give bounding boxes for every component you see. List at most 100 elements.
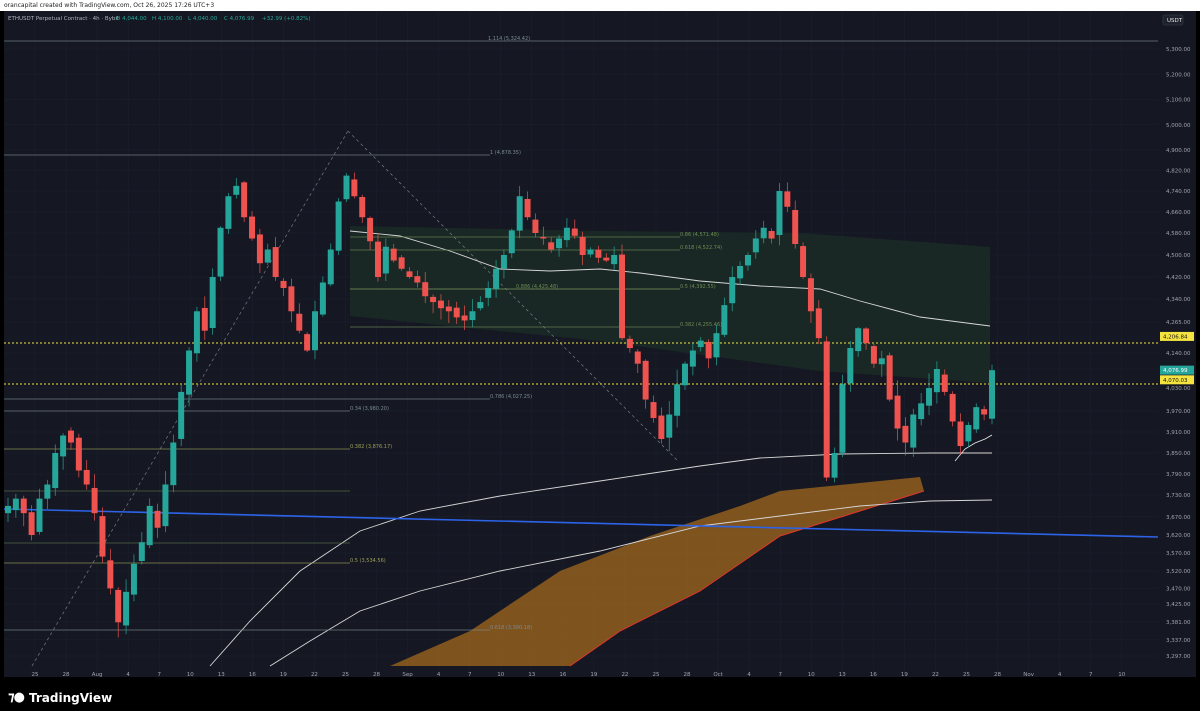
candle-body (619, 254, 626, 339)
candle-body (445, 306, 452, 312)
time-tick-label: 28 (994, 672, 1001, 678)
candle-body (390, 248, 397, 261)
price-tick-label: 3,470.00 (1166, 586, 1191, 592)
candle-body (571, 228, 578, 236)
legend-close: C 4,076.99 (224, 16, 255, 22)
candle-body (855, 328, 862, 352)
candle-body (705, 341, 712, 359)
blue-trendline (3, 508, 1159, 538)
candle-body (130, 563, 137, 595)
price-tick-label: 3,910.00 (1166, 430, 1191, 436)
candle-body (485, 288, 492, 298)
candle-body (910, 414, 917, 448)
candle-body (713, 333, 720, 358)
time-tick-label: 28 (63, 672, 70, 678)
candle-body (823, 341, 830, 478)
candle-body (642, 360, 649, 400)
candle-body (500, 255, 507, 269)
price-tick-label: 4,420.00 (1166, 275, 1191, 281)
candle-body (768, 231, 775, 239)
price-tick-label: 3,337.00 (1166, 638, 1191, 644)
candle-body (729, 277, 736, 304)
price-tick-label: 3,570.00 (1166, 551, 1191, 557)
price-tick-label: 3,520.00 (1166, 569, 1191, 575)
price-axis-labels: 5,300.00 5,200.00 5,100.00 5,000.00 4,900.00… (1166, 47, 1191, 660)
candle-body (146, 505, 153, 546)
candle-body (461, 315, 468, 321)
price-tick-label: 4,660.00 (1166, 210, 1191, 216)
candle-body (430, 296, 437, 303)
range-cloud (350, 226, 990, 383)
fib-level-label: 0.786 (4,027.25) (490, 394, 532, 400)
candle-body (949, 393, 956, 422)
time-tick-label: 19 (590, 672, 597, 678)
candle-body (792, 210, 799, 244)
price-tick-label: 3,425.00 (1166, 602, 1191, 608)
candle-body (493, 268, 500, 289)
fib-level-label: 0.86 (4,571.48) (680, 232, 719, 238)
candle-body (12, 498, 19, 511)
fib-level-label: 1.114 (5,324.42) (488, 36, 530, 42)
candle-body (264, 249, 271, 263)
caption-text: orancapital created with TradingView.com… (4, 2, 215, 9)
moving-average-white-200 (349, 230, 991, 327)
time-tick-label: 28 (373, 672, 380, 678)
price-tick-label: 4,580.00 (1166, 231, 1191, 237)
candle-body (154, 510, 161, 528)
candle-body (288, 286, 295, 312)
candle-body (327, 249, 334, 285)
fib-level-label: 0.382 (3,876.17) (350, 444, 392, 450)
time-tick-label: Oct (713, 672, 723, 678)
price-tick-label: 5,100.00 (1166, 98, 1191, 104)
price-tick-label: 4,900.00 (1166, 148, 1191, 154)
candle-body (75, 437, 82, 471)
candle-body (902, 425, 909, 443)
candle-body (989, 370, 995, 419)
candle-body (335, 201, 342, 251)
legend-open: O 4,044.00 (116, 16, 147, 22)
time-tick-label: 10 (187, 672, 194, 678)
candle-body (933, 369, 940, 393)
time-tick-label: 4 (1058, 672, 1062, 678)
fib-level-label: 0.382 (4,255.46) (680, 322, 722, 328)
price-tick-label: 3,730.00 (1166, 493, 1191, 499)
candle-body (815, 308, 822, 339)
price-tag (1160, 331, 1194, 341)
price-tick-label: 5,000.00 (1166, 123, 1191, 129)
currency-button[interactable] (1162, 14, 1184, 26)
time-tick-label: 4 (437, 672, 441, 678)
candle-body (398, 257, 405, 269)
candle-body (556, 238, 563, 249)
time-tick-label: 22 (311, 672, 318, 678)
candle-body (170, 442, 177, 486)
candle-body (611, 255, 618, 265)
time-tick-label: 10 (497, 672, 504, 678)
candle-body (44, 484, 51, 499)
candle-body (5, 505, 11, 514)
candle-body (437, 300, 444, 309)
candle-body (186, 350, 193, 395)
candle-body (807, 278, 814, 312)
candle-body (981, 409, 988, 415)
price-chart[interactable]: 1.114 (5,324.42) 1 (4,878.35) 0.786 (4,027… (0, 11, 1200, 688)
candle-body (52, 453, 59, 489)
price-tick-label: 3,970.00 (1166, 409, 1191, 415)
price-tick-label: 5,200.00 (1166, 72, 1191, 78)
candle-body (36, 498, 43, 532)
candle-body (178, 391, 185, 439)
time-tick-label: 16 (559, 672, 566, 678)
time-tick-label: 25 (963, 672, 970, 678)
candle-body (225, 196, 232, 229)
time-tick-label: Sep (402, 672, 413, 678)
candle-body (579, 237, 586, 255)
candle-body (658, 415, 665, 439)
diagonal-dashed-up (31, 130, 349, 667)
candle-body (312, 311, 318, 351)
candle-body (217, 227, 224, 277)
candle-body (99, 516, 106, 557)
candle-body (689, 350, 696, 367)
time-tick-label: 25 (653, 672, 660, 678)
candle-body (508, 230, 515, 254)
price-axis (1158, 11, 1196, 677)
price-tick-label: 5,300.00 (1166, 47, 1191, 53)
